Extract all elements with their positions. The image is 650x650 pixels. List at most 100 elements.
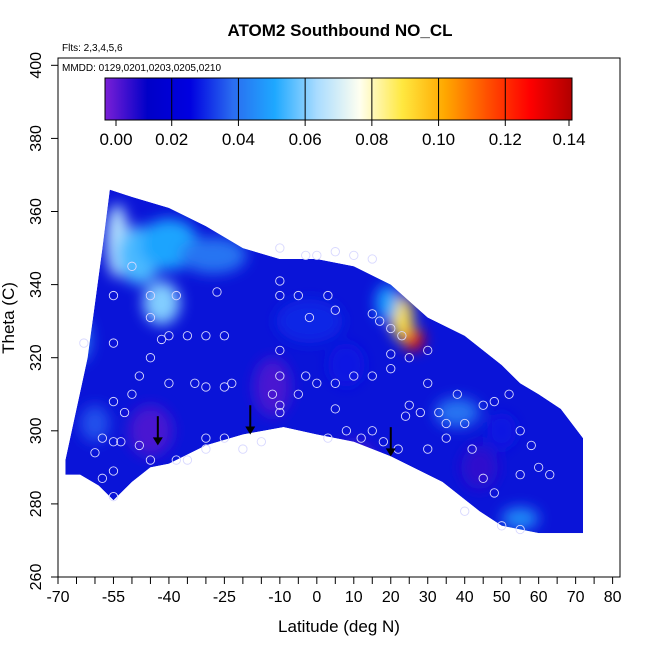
sample-point [275, 290, 285, 301]
sample-point [367, 371, 377, 381]
field-feature [143, 280, 181, 325]
y-tick-label: 340 [28, 271, 45, 298]
sample-point [275, 400, 285, 410]
colorbar-dividers [171, 78, 506, 120]
sample-point [108, 338, 119, 348]
sample-point [108, 437, 119, 447]
x-tick-label: -25 [213, 589, 236, 606]
sample-point [201, 382, 211, 392]
sample-point [367, 309, 377, 319]
sample-point [441, 433, 451, 443]
field-feature [128, 405, 173, 457]
sample-point [156, 334, 167, 345]
sample-point [275, 407, 285, 418]
downward-arrow [385, 427, 396, 457]
sample-point [341, 426, 352, 436]
sample-point [397, 331, 407, 341]
sample-point [423, 444, 433, 454]
sample-point [256, 437, 267, 447]
field-feature [69, 317, 92, 362]
x-tick-label: -10 [268, 589, 291, 606]
downward-arrow [245, 405, 256, 435]
sample-point [134, 371, 144, 381]
sample-point [97, 473, 108, 483]
sample-point [386, 364, 396, 374]
sample-point [330, 247, 340, 257]
x-tick-label: 0 [312, 589, 321, 606]
sample-point [108, 491, 119, 502]
sample-point [275, 371, 285, 381]
x-axis: -70 -55 -40 -25 -10 0 10 20 30 40 50 60 70 80 [46, 577, 622, 606]
x-tick-label: 30 [419, 589, 437, 606]
sample-point [108, 466, 119, 476]
sample-point [312, 378, 322, 388]
sample-point [460, 506, 470, 516]
sample-point [415, 407, 425, 418]
colorbar-border [104, 77, 573, 121]
y-tick-label: 260 [28, 564, 45, 591]
arrows [152, 405, 396, 457]
y-axis: 260 280 300 320 340 360 380 400 [28, 52, 58, 590]
downward-arrow [152, 416, 163, 446]
sample-point [478, 473, 488, 483]
plot-frame [57, 57, 621, 578]
colorbar-tick-label: 0.10 [422, 130, 455, 149]
dates-annotation: MMDD: 0129,0201,0203,0205,0210 [62, 63, 221, 74]
sample-point [441, 418, 451, 429]
sample-point [489, 488, 499, 498]
x-tick-label: 70 [567, 589, 585, 606]
sample-point [349, 371, 359, 381]
sample-point [164, 378, 174, 388]
sample-point [504, 389, 514, 399]
colorbar-tick-label: 0.04 [222, 130, 255, 149]
colorbar: 0.00 0.02 0.04 0.06 0.08 0.10 0.12 0.14 [99, 77, 586, 149]
sample-point [97, 433, 108, 443]
sample-point [349, 250, 359, 261]
sample-point [515, 524, 525, 535]
colorbar-ticks: 0.00 0.02 0.04 0.06 0.08 0.10 0.12 0.14 [99, 120, 586, 149]
sample-point [134, 440, 144, 451]
y-axis-label: Theta (C) [0, 282, 18, 354]
x-axis-label: Latitude (deg N) [278, 617, 400, 636]
no-cl-field [65, 189, 583, 534]
sample-point [293, 290, 303, 301]
sample-point [467, 444, 477, 454]
sample-point [145, 312, 156, 323]
y-tick-label: 280 [28, 490, 45, 517]
sample-point [301, 250, 311, 261]
x-tick-label: 20 [382, 589, 400, 606]
sample-point [534, 462, 544, 473]
sample-point [79, 338, 89, 348]
sample-point [386, 349, 396, 359]
field-feature [435, 397, 480, 428]
sample-point [275, 243, 285, 253]
sample-point [404, 400, 414, 410]
sample-point [330, 305, 340, 315]
y-tick-label: 360 [28, 198, 45, 225]
y-tick-label: 400 [28, 52, 45, 79]
field-feature [375, 284, 399, 322]
sample-point [267, 389, 278, 399]
sample-point [545, 470, 555, 480]
colorbar-tick-label: 0.00 [99, 130, 132, 149]
sample-point [219, 433, 230, 443]
sample-point [116, 437, 126, 447]
sample-points [79, 243, 555, 535]
sample-point [182, 455, 193, 465]
sample-point [227, 378, 237, 388]
sample-point [219, 331, 230, 341]
y-tick-label: 380 [28, 125, 45, 152]
sample-point [90, 448, 100, 458]
field-feature [461, 445, 498, 490]
sample-point [145, 455, 156, 465]
colorbar-tick-label: 0.08 [355, 130, 388, 149]
sample-point [378, 437, 389, 447]
sample-point [127, 261, 137, 271]
sample-point [301, 371, 311, 381]
sample-point [108, 290, 119, 301]
field-feature [276, 299, 343, 344]
sample-point [423, 378, 433, 388]
x-tick-label: 50 [493, 589, 511, 606]
sample-point [182, 331, 193, 341]
colorbar-tick-label: 0.02 [155, 130, 188, 149]
